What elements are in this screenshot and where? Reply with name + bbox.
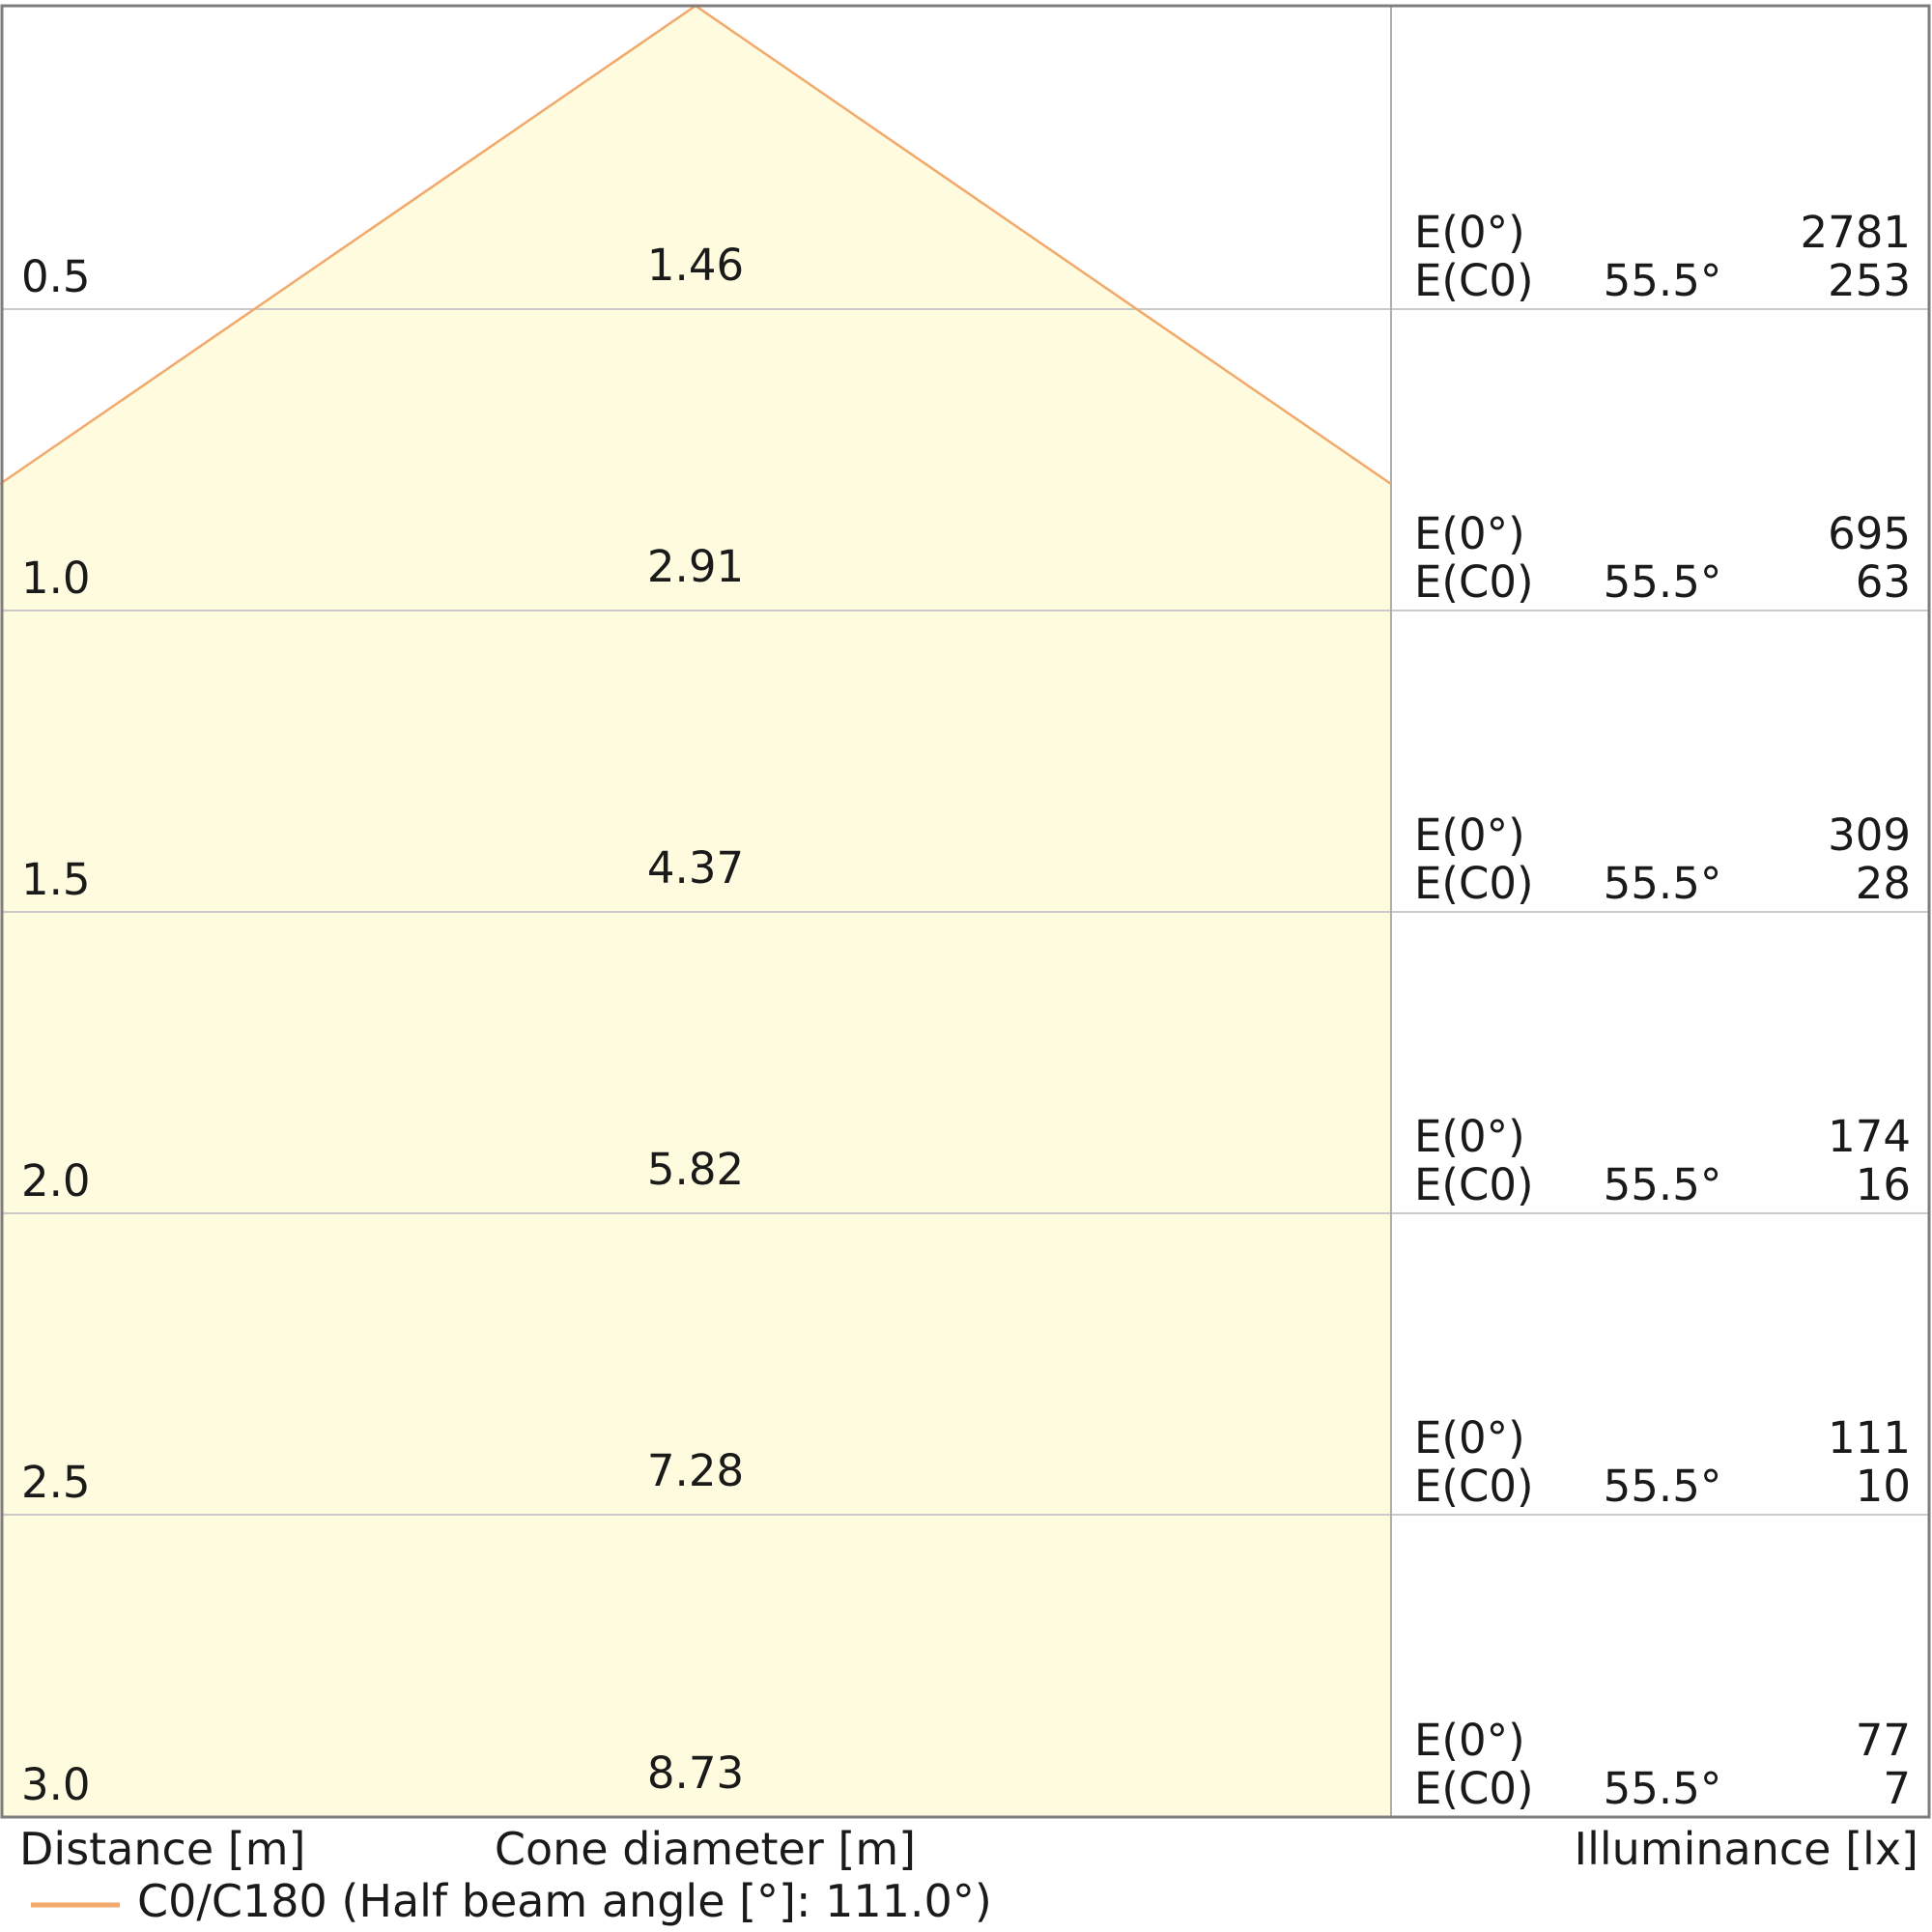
illuminance-row-1-0: E(0°) 695 E(C0) 55.5° 63 — [1414, 510, 1911, 607]
ec0-label: E(C0) — [1414, 556, 1534, 608]
legend-label: C0/C180 (Half beam angle [°]: 111.0°) — [137, 1875, 992, 1927]
ec0-line: E(C0) 55.5° 63 — [1414, 558, 1911, 607]
cone-diameter-3-0: 8.73 — [646, 1747, 745, 1799]
e0-label: E(0°) — [1414, 1111, 1525, 1162]
ec0-line: E(C0) 55.5° 16 — [1414, 1161, 1911, 1209]
ec0-line: E(C0) 55.5° 10 — [1414, 1463, 1911, 1511]
ec0-value: 7 — [1883, 1763, 1911, 1814]
legend-line-swatch — [29, 1895, 122, 1908]
beam-angle-value: 55.5° — [1603, 255, 1722, 306]
ec0-value: 253 — [1828, 255, 1911, 306]
distance-tick-1-0: 1.0 — [21, 553, 91, 604]
illuminance-row-3-0: E(0°) 77 E(C0) 55.5° 7 — [1414, 1717, 1911, 1813]
illuminance-row-2-5: E(0°) 111 E(C0) 55.5° 10 — [1414, 1414, 1911, 1511]
e0-label: E(0°) — [1414, 810, 1525, 861]
cone-diameter-0-5: 1.46 — [646, 240, 745, 291]
illuminance-row-0-5: E(0°) 2781 E(C0) 55.5° 253 — [1414, 209, 1911, 305]
beam-edge-left — [0, 4, 696, 486]
ec0-value: 28 — [1855, 858, 1911, 909]
beam-angle-value: 55.5° — [1603, 556, 1722, 608]
e0-label: E(0°) — [1414, 207, 1525, 258]
e0-value: 309 — [1828, 810, 1911, 861]
ec0-value: 16 — [1855, 1159, 1911, 1210]
e0-value: 174 — [1828, 1111, 1911, 1162]
e0-line: E(0°) 309 — [1414, 811, 1911, 860]
e0-value: 695 — [1828, 508, 1911, 559]
e0-line: E(0°) 111 — [1414, 1414, 1911, 1463]
e0-value: 2781 — [1800, 207, 1911, 258]
distance-tick-2-0: 2.0 — [21, 1155, 91, 1207]
e0-label: E(0°) — [1414, 1412, 1525, 1463]
cone-diameter-1-0: 2.91 — [646, 541, 745, 592]
axis-label-cone-diameter: Cone diameter [m] — [494, 1823, 917, 1875]
ec0-line: E(C0) 55.5° 28 — [1414, 860, 1911, 908]
illuminance-row-2-0: E(0°) 174 E(C0) 55.5° 16 — [1414, 1113, 1911, 1209]
e0-line: E(0°) 174 — [1414, 1113, 1911, 1161]
x-axis-label-distance: Distance [m] — [19, 1823, 306, 1875]
ec0-line: E(C0) 55.5° 7 — [1414, 1765, 1911, 1813]
ec0-line: E(C0) 55.5° 253 — [1414, 257, 1911, 305]
chart-border — [0, 4, 1931, 1819]
distance-tick-2-5: 2.5 — [21, 1457, 91, 1508]
ec0-label: E(C0) — [1414, 255, 1534, 306]
cone-diameter-1-5: 4.37 — [646, 842, 745, 894]
ec0-value: 63 — [1855, 556, 1911, 608]
e0-value: 111 — [1828, 1412, 1911, 1463]
e0-label: E(0°) — [1414, 1715, 1525, 1766]
ec0-label: E(C0) — [1414, 1763, 1534, 1814]
e0-label: E(0°) — [1414, 508, 1525, 559]
beam-angle-value: 55.5° — [1603, 1763, 1722, 1814]
distance-tick-1-5: 1.5 — [21, 854, 91, 905]
beam-angle-value: 55.5° — [1603, 1461, 1722, 1512]
ec0-label: E(C0) — [1414, 858, 1534, 909]
distance-tick-0-5: 0.5 — [21, 251, 91, 302]
e0-line: E(0°) 77 — [1414, 1717, 1911, 1765]
e0-line: E(0°) 2781 — [1414, 209, 1911, 257]
ec0-value: 10 — [1855, 1461, 1911, 1512]
beam-edge-right — [695, 4, 1392, 486]
distance-tick-3-0: 3.0 — [21, 1759, 91, 1810]
illuminance-row-1-5: E(0°) 309 E(C0) 55.5° 28 — [1414, 811, 1911, 908]
ec0-label: E(C0) — [1414, 1159, 1534, 1210]
cone-diameter-2-5: 7.28 — [646, 1445, 745, 1496]
ec0-label: E(C0) — [1414, 1461, 1534, 1512]
e0-value: 77 — [1855, 1715, 1911, 1766]
axis-label-illuminance: Illuminance [lx] — [1574, 1823, 1918, 1875]
e0-line: E(0°) 695 — [1414, 510, 1911, 558]
beam-angle-value: 55.5° — [1603, 1159, 1722, 1210]
beam-angle-value: 55.5° — [1603, 858, 1722, 909]
legend-swatch-canvas — [31, 1902, 120, 1908]
cone-diameter-2-0: 5.82 — [646, 1144, 745, 1195]
